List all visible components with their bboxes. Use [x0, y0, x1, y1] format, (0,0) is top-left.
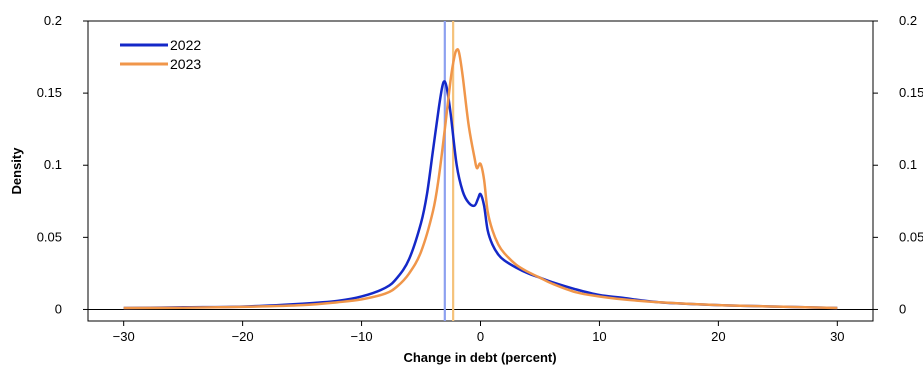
- y-tick-label: 0: [55, 301, 62, 316]
- x-tick-label: 0: [477, 329, 484, 344]
- y-axis-right: 0 0.05 0.1 0.15 0.2: [873, 13, 923, 316]
- right-y-tick-label: 0.1: [899, 157, 917, 172]
- legend: 2022 2023: [120, 37, 201, 72]
- legend-label-2023: 2023: [170, 56, 201, 72]
- right-y-tick-label: 0: [899, 301, 906, 316]
- x-tick-label: −30: [113, 329, 135, 344]
- plot-frame: [87, 20, 874, 322]
- x-axis: −30 −20 −10 0 10 20 30: [113, 321, 845, 344]
- y-tick-label: 0.15: [37, 85, 62, 100]
- x-tick-label: 10: [592, 329, 606, 344]
- right-y-tick-label: 0.2: [899, 13, 917, 28]
- x-tick-label: −20: [232, 329, 254, 344]
- reference-lines: [443, 21, 455, 321]
- y-axis-title: Density: [9, 147, 24, 195]
- x-axis-title: Change in debt (percent): [403, 350, 556, 365]
- right-y-tick-label: 0.15: [899, 85, 923, 100]
- y-tick-label: 0.2: [44, 13, 62, 28]
- y-tick-label: 0.1: [44, 157, 62, 172]
- x-tick-label: 30: [830, 329, 844, 344]
- x-tick-label: 20: [711, 329, 725, 344]
- y-axis-left: 0 0.05 0.1 0.15 0.2: [37, 13, 88, 316]
- series-line-2023: [123, 48, 838, 310]
- y-tick-label: 0.05: [37, 229, 62, 244]
- series-line-2022: [123, 80, 838, 310]
- x-tick-label: −10: [351, 329, 373, 344]
- legend-label-2022: 2022: [170, 37, 201, 53]
- series-layer: [123, 48, 838, 310]
- right-y-tick-label: 0.05: [899, 229, 923, 244]
